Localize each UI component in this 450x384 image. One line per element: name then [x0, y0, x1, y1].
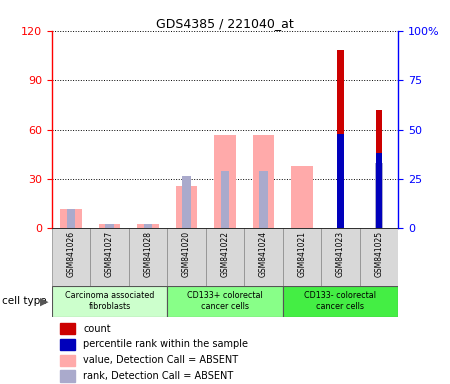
- Bar: [105, 223, 114, 228]
- Bar: [375, 162, 383, 228]
- Bar: [60, 209, 81, 228]
- Bar: [376, 110, 382, 228]
- Text: CD133+ colorectal
cancer cells: CD133+ colorectal cancer cells: [187, 291, 263, 311]
- Bar: [129, 228, 167, 286]
- Bar: [283, 286, 398, 317]
- Bar: [144, 223, 152, 228]
- Bar: [253, 134, 274, 228]
- Bar: [52, 228, 90, 286]
- Bar: [206, 228, 244, 286]
- Text: GSM841027: GSM841027: [105, 231, 114, 278]
- Text: cell type: cell type: [2, 296, 47, 306]
- Bar: [259, 171, 268, 228]
- Bar: [337, 134, 344, 228]
- Bar: [360, 228, 398, 286]
- Bar: [167, 228, 206, 286]
- Bar: [90, 228, 129, 286]
- Bar: [292, 166, 313, 228]
- Text: value, Detection Call = ABSENT: value, Detection Call = ABSENT: [83, 355, 238, 365]
- Text: GSM841026: GSM841026: [67, 231, 76, 278]
- Bar: [59, 323, 75, 334]
- Text: rank, Detection Call = ABSENT: rank, Detection Call = ABSENT: [83, 371, 233, 381]
- Bar: [244, 228, 283, 286]
- Bar: [99, 223, 120, 228]
- Bar: [283, 228, 321, 286]
- Bar: [337, 50, 344, 228]
- Text: GSM841028: GSM841028: [144, 231, 153, 277]
- Text: GSM841021: GSM841021: [297, 231, 306, 277]
- Text: percentile rank within the sample: percentile rank within the sample: [83, 339, 248, 349]
- Text: ▶: ▶: [40, 296, 49, 306]
- Bar: [59, 354, 75, 366]
- Bar: [67, 209, 75, 228]
- Text: GSM841022: GSM841022: [220, 231, 230, 277]
- Bar: [221, 171, 229, 228]
- Text: Carcinoma associated
fibroblasts: Carcinoma associated fibroblasts: [65, 291, 154, 311]
- Bar: [59, 339, 75, 350]
- Bar: [376, 153, 382, 228]
- Bar: [321, 228, 360, 286]
- Bar: [167, 286, 283, 317]
- Bar: [176, 185, 197, 228]
- Text: GSM841024: GSM841024: [259, 231, 268, 278]
- Bar: [137, 223, 158, 228]
- Text: GSM841020: GSM841020: [182, 231, 191, 278]
- Bar: [52, 286, 167, 317]
- Title: GDS4385 / 221040_at: GDS4385 / 221040_at: [156, 17, 294, 30]
- Text: GSM841023: GSM841023: [336, 231, 345, 278]
- Text: CD133- colorectal
cancer cells: CD133- colorectal cancer cells: [305, 291, 377, 311]
- Bar: [59, 371, 75, 382]
- Bar: [214, 134, 236, 228]
- Text: GSM841025: GSM841025: [374, 231, 383, 278]
- Bar: [182, 176, 191, 228]
- Text: count: count: [83, 324, 111, 334]
